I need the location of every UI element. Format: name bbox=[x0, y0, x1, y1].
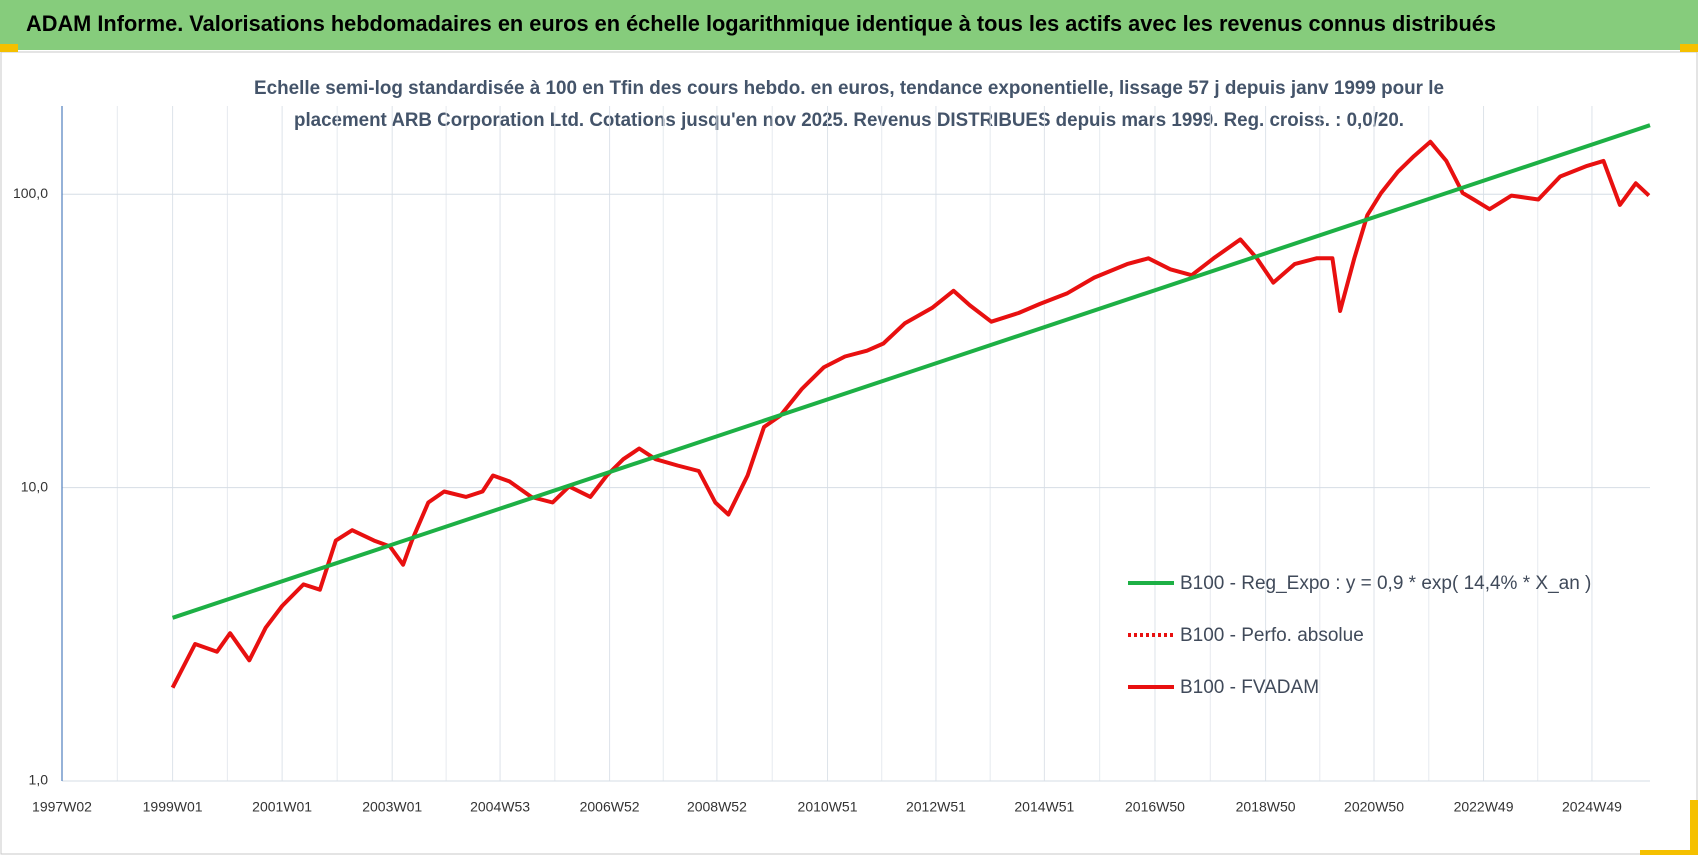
corner bbox=[1640, 850, 1698, 855]
x-tick-label: 2001W01 bbox=[252, 799, 312, 815]
legend-label: B100 - Perfo. absolue bbox=[1180, 625, 1364, 646]
series-line bbox=[171, 123, 1651, 620]
chart-subtitle: placement ARB Corporation Ltd. Cotations… bbox=[294, 110, 1404, 131]
chart-title: ADAM Informe. Valorisations hebdomadaire… bbox=[26, 11, 1496, 36]
x-tick-label: 2024W49 bbox=[1562, 799, 1622, 815]
y-tick-label: 100,0 bbox=[13, 185, 48, 201]
series-line bbox=[170, 139, 1651, 689]
x-tick-label: 1999W01 bbox=[143, 799, 203, 815]
title-bar bbox=[0, 0, 1698, 50]
frame bbox=[0, 51, 1698, 855]
x-tick-label: 2008W52 bbox=[687, 799, 747, 815]
y-tick-label: 10,0 bbox=[21, 478, 48, 494]
x-tick-label: 2004W53 bbox=[470, 799, 530, 815]
chart-subtitle: Echelle semi-log standardisée à 100 en T… bbox=[254, 78, 1444, 99]
x-tick-label: 2003W01 bbox=[362, 799, 422, 815]
x-tick-label: 1997W02 bbox=[32, 799, 92, 815]
corner bbox=[1680, 44, 1698, 52]
x-tick-label: 2010W51 bbox=[798, 799, 858, 815]
x-tick-label: 2016W50 bbox=[1125, 799, 1185, 815]
x-tick-label: 2012W51 bbox=[906, 799, 966, 815]
x-tick-label: 2020W50 bbox=[1344, 799, 1404, 815]
corner bbox=[0, 44, 18, 52]
legend-label: B100 - Reg_Expo : y = 0,9 * exp( 14,4% *… bbox=[1180, 573, 1591, 594]
corner bbox=[1690, 800, 1698, 855]
legend-label: B100 - FVADAM bbox=[1180, 677, 1319, 698]
x-tick-label: 2022W49 bbox=[1454, 799, 1514, 815]
x-tick-label: 2014W51 bbox=[1014, 799, 1074, 815]
y-tick-label: 1,0 bbox=[29, 772, 49, 788]
x-tick-label: 2006W52 bbox=[580, 799, 640, 815]
x-tick-label: 2018W50 bbox=[1236, 799, 1296, 815]
